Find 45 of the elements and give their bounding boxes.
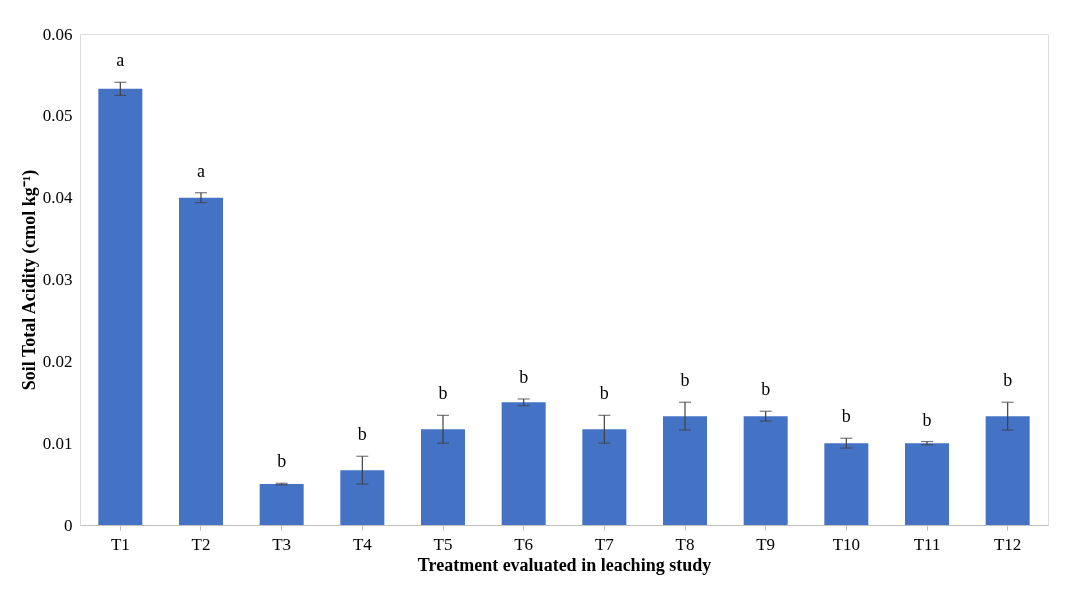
bar [985,416,1030,525]
x-tick-label: T1 [110,534,130,554]
x-tick-label: T10 [832,534,861,554]
y-axis-title: Soil Total Acidity (cmol kg⁻¹) [18,169,40,391]
y-tick-label: 0.03 [42,270,73,289]
annotation: a [197,160,205,181]
bar [743,416,788,525]
x-tick-label: T12 [993,534,1022,554]
annotation: b [357,424,367,445]
y-tick-label: 0.02 [42,351,73,371]
x-tick-label: T7 [594,534,615,554]
annotation: b [680,370,690,391]
bar [824,443,869,525]
y-tick-label: 0.05 [42,106,73,126]
y-tick-label: 0.06 [42,24,73,44]
bar [421,429,465,525]
y-tick-label: 0.04 [42,188,73,208]
bar [179,197,223,525]
x-axis-title: Treatment evaluated in leaching study [417,554,712,575]
x-tick-label: T8 [675,534,695,554]
annotation: b [519,366,529,387]
annotation: b [438,383,448,404]
annotation: b [599,383,609,404]
y-tick-label: 0.01 [42,433,73,453]
x-tick-label: T5 [433,534,453,554]
annotation: a [116,50,125,71]
x-tick-label: T3 [272,534,292,554]
bar [259,484,304,525]
annotation: b [761,379,771,400]
x-tick-label: T6 [514,534,534,554]
bar [582,429,627,525]
annotation: b [1003,370,1013,391]
bar [98,88,143,525]
bar [663,416,707,525]
annotation: b [841,406,851,427]
x-tick-label: T4 [352,534,373,554]
y-tick-label: 0 [64,515,73,535]
bar [501,402,546,525]
x-tick-label: T2 [191,534,211,554]
annotation: b [277,451,287,472]
x-tick-label: T11 [913,534,941,554]
bar [340,470,385,525]
x-tick-label: T9 [756,534,776,554]
bar [905,443,949,525]
annotation: b [922,409,932,430]
